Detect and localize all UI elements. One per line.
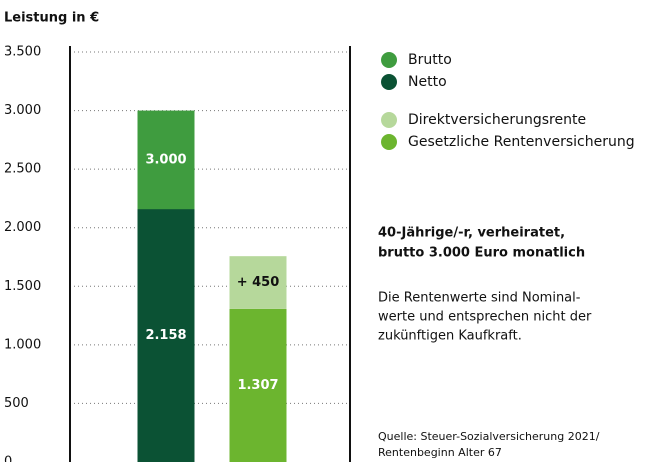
source: Rentenbeginn Alter 67 xyxy=(378,446,502,459)
legend-label: Direktversicherungsrente xyxy=(408,112,586,128)
source: Quelle: Steuer-Sozialversicherung 2021/ xyxy=(378,430,600,443)
y-tick-label: 3.500 xyxy=(4,45,41,60)
annotation-text: werte und entsprechen nicht der xyxy=(378,310,592,325)
y-axis-label: Leistung in € xyxy=(4,11,99,26)
y-tick-label: 2.000 xyxy=(4,220,41,235)
value-label: + 450 xyxy=(237,275,280,290)
legend-marker xyxy=(381,52,397,68)
legend-label: Brutto xyxy=(408,52,452,68)
bar xyxy=(229,308,287,462)
y-tick-label: 1.500 xyxy=(4,279,41,294)
y-tick-label: 500 xyxy=(4,396,29,411)
bar xyxy=(229,256,287,309)
legend-marker xyxy=(381,112,397,128)
annotation-title: brutto 3.000 Euro monatlich xyxy=(378,246,585,261)
legend-marker xyxy=(381,74,397,90)
annotation-title: 40-Jährige/-r, verheiratet, xyxy=(378,226,565,241)
y-tick-label: 3.000 xyxy=(4,103,41,118)
y-tick-label: 1.000 xyxy=(4,337,41,352)
legend-label: Gesetzliche Rentenversicherung xyxy=(408,134,635,150)
value-label: 3.000 xyxy=(145,152,186,167)
bar xyxy=(137,209,195,462)
value-label: 2.158 xyxy=(145,328,186,343)
legend-label: Netto xyxy=(408,74,447,90)
annotation-text: zukünftigen Kaufkraft. xyxy=(378,329,522,344)
value-label: 1.307 xyxy=(237,378,278,393)
y-tick-label: 0 xyxy=(4,455,12,462)
annotation-text: Die Rentenwerte sind Nominal- xyxy=(378,291,581,306)
y-tick-label: 2.500 xyxy=(4,162,41,177)
legend-marker xyxy=(381,134,397,150)
